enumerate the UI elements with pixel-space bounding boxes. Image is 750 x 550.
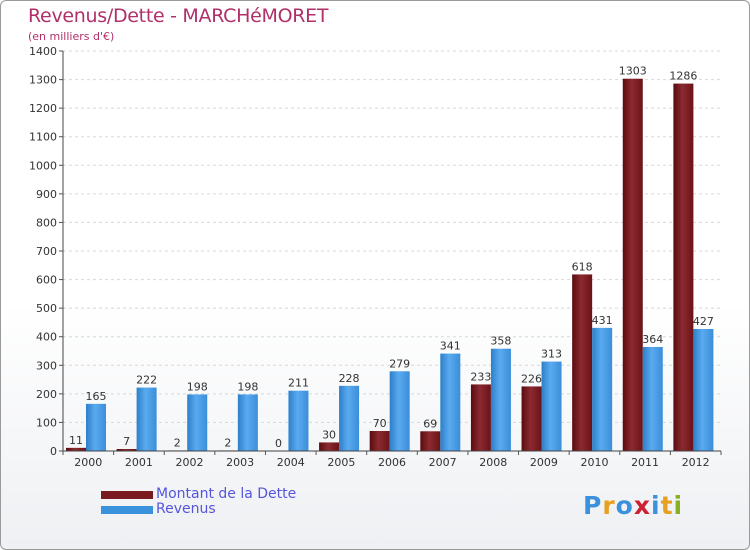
data-label-revenus: 431 bbox=[592, 314, 613, 327]
y-tick-label: 700 bbox=[36, 245, 57, 258]
bar-revenus bbox=[339, 385, 360, 451]
logo-letter: r bbox=[602, 491, 616, 520]
bar-debt bbox=[572, 274, 593, 451]
bar-revenus bbox=[86, 403, 106, 451]
x-tick-label: 2010 bbox=[580, 456, 608, 469]
data-label-revenus: 427 bbox=[693, 315, 714, 328]
data-label-revenus: 279 bbox=[389, 357, 410, 370]
bar-revenus bbox=[187, 394, 208, 451]
bar-revenus bbox=[693, 329, 714, 451]
x-tick-label: 2007 bbox=[429, 456, 457, 469]
y-tick-label: 500 bbox=[36, 302, 57, 315]
logo-letter: P bbox=[583, 491, 603, 520]
legend-swatch-debt bbox=[101, 491, 153, 499]
y-tick-label: 600 bbox=[36, 274, 57, 287]
y-tick-label: 100 bbox=[36, 416, 57, 429]
x-tick-label: 2009 bbox=[530, 456, 558, 469]
logo-letter: i bbox=[651, 491, 661, 520]
x-tick-label: 2000 bbox=[74, 456, 102, 469]
data-label-debt: 1303 bbox=[619, 65, 647, 78]
x-tick-label: 2004 bbox=[277, 456, 305, 469]
logo-letter: t bbox=[660, 491, 674, 520]
data-label-debt: 2 bbox=[224, 436, 231, 449]
bar-debt bbox=[369, 431, 390, 451]
data-label-debt: 2 bbox=[174, 436, 181, 449]
y-tick-label: 1000 bbox=[29, 159, 57, 172]
bar-debt bbox=[521, 386, 542, 451]
logo-letter: o bbox=[615, 491, 634, 520]
y-tick-label: 900 bbox=[36, 188, 57, 201]
data-label-debt: 226 bbox=[521, 372, 542, 385]
data-label-revenus: 364 bbox=[642, 333, 663, 346]
bar-revenus bbox=[592, 327, 613, 451]
legend-label-revenus: Revenus bbox=[156, 501, 216, 517]
y-tick-label: 1300 bbox=[29, 74, 57, 87]
x-tick-label: 2002 bbox=[176, 456, 204, 469]
bar-revenus bbox=[541, 361, 562, 451]
data-label-debt: 30 bbox=[322, 428, 336, 441]
bar-debt bbox=[420, 431, 441, 451]
x-tick-label: 2003 bbox=[226, 456, 254, 469]
x-tick-label: 2006 bbox=[378, 456, 406, 469]
bar-revenus bbox=[490, 348, 511, 451]
y-tick-label: 1400 bbox=[29, 45, 57, 58]
y-tick-label: 200 bbox=[36, 388, 57, 401]
bar-debt bbox=[66, 447, 86, 451]
bar-debt bbox=[116, 449, 137, 451]
y-tick-label: 800 bbox=[36, 216, 57, 229]
y-tick-label: 400 bbox=[36, 331, 57, 344]
legend-label-debt: Montant de la Dette bbox=[156, 486, 297, 502]
y-tick-label: 1200 bbox=[29, 102, 57, 115]
y-tick-label: 300 bbox=[36, 359, 57, 372]
x-tick-label: 2005 bbox=[327, 456, 355, 469]
bar-debt bbox=[319, 442, 340, 451]
data-label-debt: 69 bbox=[423, 417, 437, 430]
x-tick-label: 2012 bbox=[682, 456, 710, 469]
data-label-debt: 0 bbox=[275, 437, 282, 450]
data-label-debt: 618 bbox=[572, 260, 593, 273]
data-label-debt: 233 bbox=[470, 370, 491, 383]
data-label-revenus: 228 bbox=[339, 372, 360, 385]
y-tick-label: 1100 bbox=[29, 131, 57, 144]
x-tick-label: 2008 bbox=[479, 456, 507, 469]
data-label-revenus: 198 bbox=[187, 380, 208, 393]
bar-debt bbox=[673, 83, 694, 452]
bar-revenus bbox=[288, 390, 309, 451]
data-label-debt: 11 bbox=[69, 434, 83, 447]
bar-revenus bbox=[440, 353, 461, 451]
data-label-revenus: 211 bbox=[288, 377, 309, 390]
data-label-revenus: 222 bbox=[136, 374, 157, 387]
bar-revenus bbox=[642, 347, 663, 451]
y-tick-label: 0 bbox=[50, 445, 57, 458]
data-label-revenus: 358 bbox=[490, 335, 511, 348]
logo-letter: i bbox=[673, 491, 684, 520]
bar-debt bbox=[622, 78, 643, 451]
bar-revenus bbox=[237, 394, 258, 451]
logo-letter: x bbox=[633, 491, 651, 520]
data-label-revenus: 341 bbox=[440, 340, 461, 353]
data-label-revenus: 198 bbox=[237, 380, 258, 393]
data-label-debt: 1286 bbox=[669, 70, 697, 83]
chart-subtitle: (en milliers d'€) bbox=[28, 30, 115, 43]
data-label-debt: 70 bbox=[373, 417, 387, 430]
bar-revenus bbox=[389, 371, 410, 451]
data-label-revenus: 165 bbox=[86, 390, 107, 403]
x-tick-label: 2001 bbox=[125, 456, 153, 469]
data-label-revenus: 313 bbox=[541, 348, 562, 361]
x-tick-label: 2011 bbox=[631, 456, 659, 469]
legend-swatch-revenus bbox=[101, 506, 153, 514]
proxiti-logo: Proxiti bbox=[583, 491, 683, 520]
bar-revenus bbox=[136, 387, 157, 451]
chart-title: Revenus/Dette - MARCHéMORET bbox=[28, 5, 329, 27]
data-label-debt: 7 bbox=[123, 435, 130, 448]
bar-debt bbox=[470, 384, 491, 451]
